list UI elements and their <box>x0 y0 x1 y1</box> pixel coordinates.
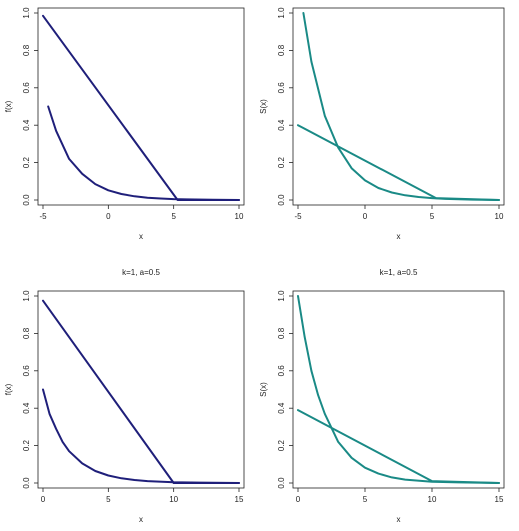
y-tick-label: 0.0 <box>277 477 286 489</box>
x-axis-label: x <box>397 232 401 241</box>
series-line-2 <box>47 105 240 201</box>
y-tick-label: 0.2 <box>22 156 31 168</box>
x-tick-label: 0 <box>363 212 368 221</box>
y-tick-label: 1.0 <box>277 290 286 302</box>
y-tick-label: 0.0 <box>22 194 31 206</box>
y-tick-label: 0.6 <box>277 365 286 377</box>
plot-frame <box>37 290 245 489</box>
x-tick-label: 0 <box>296 495 301 504</box>
chart-panel-2: -5 0 5 10 0.0 0.2 0.4 0.6 0.8 1.0 x S(x) <box>259 7 505 241</box>
y-tick-label: 0.4 <box>22 119 31 131</box>
y-tick-label: 0.8 <box>22 327 31 339</box>
y-tick-label: 0.6 <box>22 82 31 94</box>
y-tick-label: 0.8 <box>277 327 286 339</box>
y-axis-label: f(x) <box>4 383 13 395</box>
chart-title: k=1, a=0.5 <box>122 268 160 277</box>
x-axis-label: x <box>139 232 143 241</box>
series-line-1 <box>42 14 240 201</box>
plot-frame <box>37 7 245 206</box>
chart-title: k=1, a=0.5 <box>380 268 418 277</box>
x-tick-label: 0 <box>41 495 46 504</box>
x-tick-label: 15 <box>235 495 244 504</box>
x-tick-label: 15 <box>495 495 504 504</box>
chart-panel-1: -5 0 5 10 0.0 0.2 0.4 0.6 0.8 1.0 x f(x) <box>4 7 245 241</box>
y-axis-label: S(x) <box>259 382 268 397</box>
y-axis-label: S(x) <box>259 99 268 114</box>
x-tick-label: -5 <box>39 212 47 221</box>
y-tick-label: 0.4 <box>22 402 31 414</box>
x-tick-label: 5 <box>430 212 435 221</box>
series-line-1 <box>297 124 500 201</box>
series-line-2 <box>297 295 500 484</box>
y-tick-label: 0.0 <box>277 194 286 206</box>
y-tick-label: 0.4 <box>277 402 286 414</box>
y-tick-label: 0.8 <box>22 44 31 56</box>
chart-panel-3: 0 5 10 15 0.0 0.2 0.4 0.6 0.8 1.0 x f(x) k=1, a=0.5 <box>4 268 245 524</box>
x-tick-label: 10 <box>428 495 437 504</box>
y-tick-label: 0.6 <box>277 82 286 94</box>
x-tick-label: 5 <box>363 495 368 504</box>
chart-panel-4: 0 5 10 15 0.0 0.2 0.4 0.6 0.8 1.0 x S(x) k=1, a=0.5 <box>259 268 505 524</box>
x-tick-label: 0 <box>106 212 111 221</box>
x-axis-label: x <box>139 515 143 524</box>
x-tick-label: 10 <box>235 212 244 221</box>
series-line-2 <box>42 388 240 484</box>
y-tick-label: 0.8 <box>277 44 286 56</box>
x-tick-label: 5 <box>106 495 111 504</box>
y-tick-label: 1.0 <box>22 7 31 19</box>
y-tick-label: 1.0 <box>277 7 286 19</box>
y-tick-label: 0.4 <box>277 119 286 131</box>
x-tick-label: 10 <box>169 495 178 504</box>
plot-frame <box>292 290 505 489</box>
y-tick-label: 0.2 <box>277 439 286 451</box>
series-line-1 <box>42 299 240 484</box>
y-tick-label: 0.6 <box>22 365 31 377</box>
y-tick-label: 1.0 <box>22 290 31 302</box>
series-line-2 <box>302 12 500 201</box>
y-tick-label: 0.2 <box>277 156 286 168</box>
x-tick-label: 10 <box>495 212 504 221</box>
x-tick-label: 5 <box>171 212 176 221</box>
x-tick-label: -5 <box>294 212 302 221</box>
y-tick-label: 0.2 <box>22 439 31 451</box>
plot-frame <box>292 7 505 206</box>
x-axis-label: x <box>397 515 401 524</box>
y-axis-label: f(x) <box>4 100 13 112</box>
y-tick-label: 0.0 <box>22 477 31 489</box>
